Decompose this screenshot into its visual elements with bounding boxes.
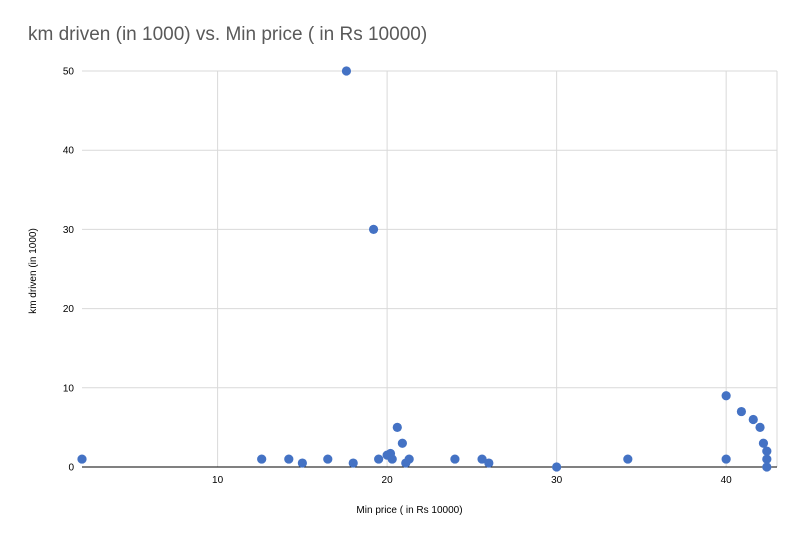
data-point — [348, 458, 358, 468]
x-tick-label: 40 — [721, 475, 733, 486]
data-point — [762, 454, 772, 464]
data-point — [748, 414, 758, 425]
chart-title: km driven (in 1000) vs. Min price ( in R… — [28, 24, 428, 45]
data-points — [77, 66, 772, 472]
tick-labels: 0 10 20 30 40 50 10 20 30 40 — [63, 67, 732, 487]
y-tick-label: 10 — [63, 383, 75, 394]
x-tick-label: 10 — [212, 475, 224, 486]
data-point — [623, 454, 633, 464]
data-point — [387, 454, 397, 464]
x-tick-label: 30 — [551, 475, 563, 486]
data-point — [552, 462, 562, 472]
y-tick-label: 40 — [63, 146, 75, 157]
data-point — [257, 454, 267, 464]
y-tick-label: 30 — [63, 225, 75, 236]
data-point — [758, 438, 769, 448]
data-point — [392, 422, 402, 432]
data-point — [721, 454, 731, 464]
data-point — [477, 454, 487, 464]
data-point — [374, 454, 384, 464]
gridlines — [82, 70, 778, 467]
y-axis-title: km driven (in 1000) — [28, 228, 39, 314]
data-point — [323, 454, 333, 464]
x-tick-label: 20 — [382, 475, 394, 486]
data-point — [450, 454, 460, 464]
data-point — [397, 438, 407, 448]
y-tick-label: 0 — [68, 463, 74, 474]
data-point — [755, 422, 765, 432]
data-point — [404, 454, 414, 464]
data-point — [762, 462, 772, 472]
data-point — [341, 66, 352, 76]
y-tick-label: 50 — [63, 67, 75, 78]
data-point — [736, 406, 747, 417]
data-point — [721, 391, 731, 401]
data-point — [284, 454, 294, 464]
data-point — [77, 454, 87, 464]
data-point — [762, 446, 772, 456]
x-axis-title: Min price ( in Rs 10000) — [356, 505, 462, 516]
y-tick-label: 20 — [63, 304, 75, 315]
data-point — [484, 458, 494, 468]
data-point — [368, 224, 379, 234]
data-point — [297, 458, 307, 468]
